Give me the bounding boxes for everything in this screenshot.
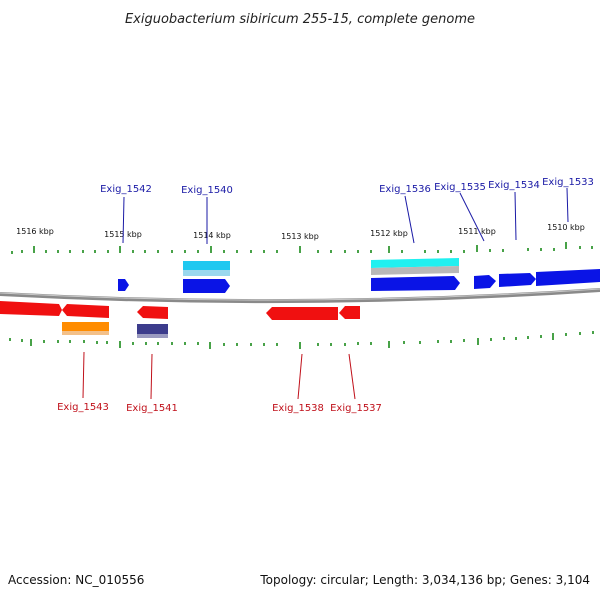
accession-label: Accession: NC_010556 <box>8 573 145 587</box>
map-title: Exiguobacterium sibiricum 255-15, comple… <box>125 12 475 27</box>
navy-feature[interactable] <box>137 324 168 334</box>
bottom-gene-callouts <box>82 351 356 400</box>
scale-label-1510: 1510 kbp <box>547 223 585 232</box>
gene-arrow[interactable] <box>118 279 129 291</box>
grey-feature[interactable] <box>371 266 459 275</box>
gene-label-exig-1538[interactable]: Exig_1538 <box>272 403 324 414</box>
orange-feature-shadow <box>62 331 109 335</box>
scale-label-1511: 1511 kbp <box>458 227 496 236</box>
genome-backbone <box>0 288 600 304</box>
cyan-feature[interactable] <box>183 261 230 270</box>
gene-arrow[interactable] <box>536 269 600 286</box>
gene-label-exig-1533[interactable]: Exig_1533 <box>542 177 594 188</box>
gene-arrow[interactable] <box>137 306 168 319</box>
genome-backbone-highlight <box>0 288 600 301</box>
gene-label-exig-1535[interactable]: Exig_1535 <box>434 182 486 193</box>
orange-feature[interactable] <box>62 322 109 331</box>
navy-feature-shadow <box>137 334 168 338</box>
gene-label-exig-1543[interactable]: Exig_1543 <box>57 402 109 413</box>
gene-label-exig-1534[interactable]: Exig_1534 <box>488 180 540 191</box>
upper-ticks <box>11 242 593 254</box>
top-gene-callouts <box>122 187 569 244</box>
gene-arrow[interactable] <box>474 275 496 289</box>
scale-label-1512: 1512 kbp <box>370 229 408 238</box>
gene-arrow[interactable] <box>266 307 338 320</box>
gene-arrow[interactable] <box>371 276 460 291</box>
scale-label-1513: 1513 kbp <box>281 232 319 241</box>
reverse-strand-genes <box>0 301 360 338</box>
gene-label-exig-1537[interactable]: Exig_1537 <box>330 403 382 414</box>
gene-label-exig-1542[interactable]: Exig_1542 <box>100 184 152 195</box>
scale-label-1516: 1516 kbp <box>16 227 54 236</box>
gene-arrow[interactable] <box>339 306 360 319</box>
lower-ticks <box>9 331 594 349</box>
gene-arrow[interactable] <box>499 273 536 287</box>
gene-arrow[interactable] <box>0 301 62 316</box>
forward-strand-genes <box>118 258 600 293</box>
gene-arrow[interactable] <box>62 304 109 318</box>
cyan-feature-shadow <box>183 270 230 276</box>
gene-label-exig-1540[interactable]: Exig_1540 <box>181 185 233 196</box>
gene-arrow[interactable] <box>183 279 230 293</box>
gene-label-exig-1536[interactable]: Exig_1536 <box>379 184 431 195</box>
topology-label: Topology: circular; Length: 3,034,136 bp… <box>260 573 590 587</box>
aqua-feature[interactable] <box>371 258 459 268</box>
scale-label-1514: 1514 kbp <box>193 231 231 240</box>
gene-label-exig-1541[interactable]: Exig_1541 <box>126 403 178 414</box>
